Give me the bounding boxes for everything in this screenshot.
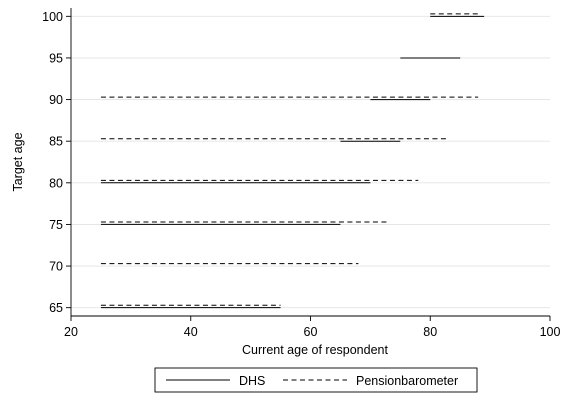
series-layer xyxy=(100,13,485,309)
y-tick-label-90: 90 xyxy=(49,93,63,107)
y-axis-title: Target age xyxy=(11,132,25,191)
series-dhs xyxy=(100,15,485,309)
y-tick-label-70: 70 xyxy=(49,260,63,274)
y-tick-label-65: 65 xyxy=(49,301,63,315)
y-tick-label-95: 95 xyxy=(49,51,63,65)
grid-lines xyxy=(71,15,550,309)
series-pensionbarometer xyxy=(100,13,479,306)
legend: DHS Pensionbarometer xyxy=(154,367,478,393)
x-tick-label-100: 100 xyxy=(540,325,561,339)
legend-label-pensionbarometer: Pensionbarometer xyxy=(356,374,458,388)
y-tick-label-85: 85 xyxy=(49,135,63,149)
x-tick-label-80: 80 xyxy=(423,325,437,339)
y-tick-label-80: 80 xyxy=(49,176,63,190)
y-tick-label-100: 100 xyxy=(42,10,63,24)
axes: 65 70 75 80 85 90 95 100 20 40 60 80 100 xyxy=(42,8,560,339)
x-tick-label-40: 40 xyxy=(184,325,198,339)
x-tick-label-60: 60 xyxy=(304,325,318,339)
y-tick-label-75: 75 xyxy=(49,218,63,232)
x-axis-title: Current age of respondent xyxy=(242,343,388,357)
x-tick-label-20: 20 xyxy=(64,325,78,339)
legend-label-dhs: DHS xyxy=(239,374,265,388)
